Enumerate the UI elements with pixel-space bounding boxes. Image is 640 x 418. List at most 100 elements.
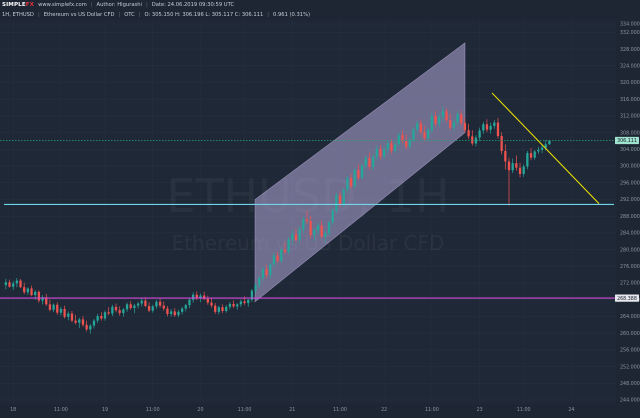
candle-body: [151, 306, 154, 311]
x-tick-label: 22: [381, 407, 387, 413]
candle-body: [188, 299, 191, 306]
candle-body: [30, 288, 33, 296]
y-tick-label: 272.000: [620, 281, 640, 287]
y-tick-label: 332.000: [620, 30, 640, 36]
candle-body: [118, 310, 121, 314]
ascending-channel: [254, 42, 466, 303]
price-tags: 306.111 268.388: [615, 136, 639, 302]
x-tick-label: 11:00: [425, 407, 439, 413]
candle-body: [56, 304, 59, 313]
candle-body: [199, 295, 202, 299]
candle-body: [460, 114, 463, 124]
candle-body: [548, 140, 551, 145]
candle-body: [158, 301, 162, 306]
candle-body: [364, 158, 367, 166]
site-url[interactable]: www.simplefx.com: [38, 2, 87, 8]
x-tick-label: 11:00: [238, 407, 252, 413]
candle-body: [335, 195, 338, 211]
candle-body: [320, 225, 323, 237]
candle-body: [327, 222, 331, 233]
candle-body: [162, 305, 165, 309]
candle-body: [456, 114, 459, 123]
candle-body: [89, 325, 92, 330]
x-tick-label: 11:00: [54, 407, 68, 413]
candle-body: [26, 288, 30, 293]
x-tick-label: 11:00: [146, 407, 160, 413]
candle-body: [258, 278, 261, 286]
candle-body: [217, 307, 220, 312]
x-tick-label: 19: [102, 407, 108, 413]
candle-body: [360, 165, 364, 178]
candle-body: [390, 143, 393, 152]
candle-body: [309, 221, 312, 235]
y-tick-label: 304.000: [620, 147, 640, 153]
author-label: Author: Higurashi: [96, 2, 142, 8]
candle-body: [236, 304, 239, 307]
candle-body: [129, 304, 132, 309]
candle-body: [140, 300, 143, 304]
candle-body: [489, 125, 492, 130]
candle-body: [496, 122, 500, 136]
candle-body: [243, 301, 246, 304]
y-tick-label: 300.000: [620, 164, 640, 170]
candle-body: [397, 135, 400, 145]
candle-body: [544, 144, 547, 148]
candle-body: [430, 115, 434, 131]
current-price-tag-bg: [615, 136, 639, 145]
candle-body: [471, 136, 474, 144]
candle-body: [291, 234, 294, 240]
candle-body: [136, 303, 140, 306]
candle-body: [100, 316, 103, 319]
chart-lines: [0, 92, 616, 299]
candle-body: [276, 255, 279, 261]
candle-body: [52, 304, 55, 310]
candle-body: [427, 130, 430, 139]
candle-body: [324, 232, 327, 237]
candle-body: [280, 249, 283, 261]
candle-body: [45, 297, 48, 305]
y-tick-label: 280.000: [620, 247, 640, 253]
candle-body: [34, 291, 37, 296]
candle-body: [177, 311, 180, 316]
candle-body: [144, 300, 147, 306]
candle-body: [59, 308, 63, 313]
candle-body: [114, 306, 118, 311]
y-tick-label: 244.000: [620, 398, 640, 404]
y-tick-label: 328.000: [620, 47, 640, 53]
candle-body: [166, 308, 169, 314]
y-tick-label: 252.000: [620, 364, 640, 370]
candle-body: [107, 312, 110, 314]
candle-body: [537, 149, 540, 152]
candle-body: [467, 130, 470, 137]
candle-body: [225, 306, 228, 312]
y-tick-label: 256.000: [620, 348, 640, 354]
separator: |: [145, 2, 148, 8]
candle-body: [4, 282, 7, 286]
candle-body: [438, 116, 441, 124]
candle-body: [37, 291, 41, 301]
candle-body: [478, 130, 481, 138]
current-price-tag: 306.111: [617, 138, 637, 144]
feed-label: OTC: [124, 11, 135, 18]
candle-body: [445, 111, 448, 121]
candle-body: [353, 170, 356, 187]
date-label: Date: 24.06.2019 09:30:59 UTC: [151, 2, 235, 8]
candle-body: [67, 313, 70, 317]
separator: |: [138, 11, 141, 18]
candle-body: [261, 269, 265, 279]
candle-body: [504, 151, 507, 162]
candle-body: [74, 320, 77, 323]
candle-body: [19, 280, 22, 288]
candle-body: [493, 122, 496, 126]
candle-body: [371, 156, 375, 167]
candle-body: [449, 120, 452, 128]
y-tick-label: 276.000: [620, 264, 640, 270]
candle-body: [8, 282, 11, 287]
candle-body: [78, 319, 81, 323]
candle-body: [206, 298, 209, 303]
candle-body: [184, 305, 187, 309]
candle-body: [346, 178, 349, 190]
candle-body: [382, 149, 386, 157]
candle-body: [147, 306, 151, 311]
